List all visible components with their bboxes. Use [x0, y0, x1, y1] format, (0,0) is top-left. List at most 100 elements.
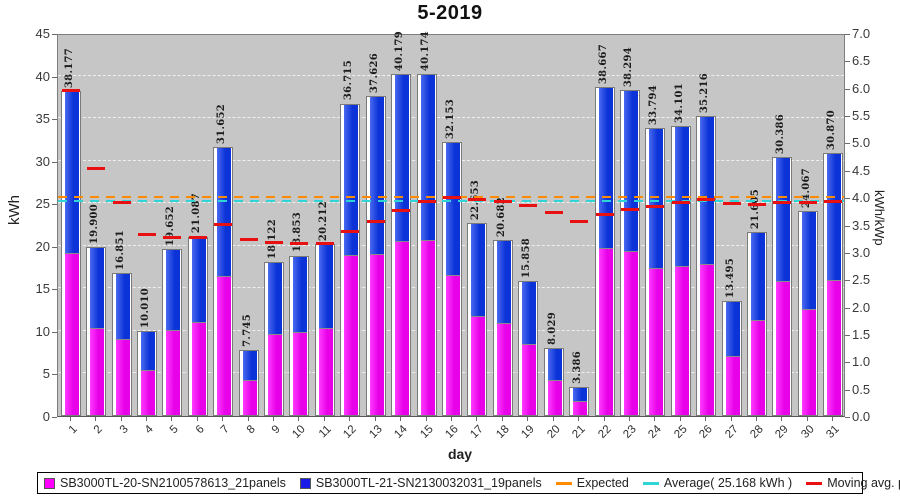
bar-segment-inverter2 — [801, 212, 816, 309]
x-tick-mark — [298, 417, 300, 421]
x-tick-label-day-31: 31 — [824, 423, 843, 441]
x-tick-label-day-6: 6 — [193, 423, 207, 437]
bar-value-label: 32.153 — [445, 99, 456, 140]
stacked-bar-day-24 — [645, 128, 666, 416]
stacked-bar-day-31 — [823, 153, 844, 416]
bar-segment-inverter2 — [751, 233, 766, 320]
moving-avg-dash — [366, 219, 385, 223]
x-tick-label-day-2: 2 — [91, 423, 105, 437]
x-tick-label-day-5: 5 — [168, 423, 182, 437]
x-tick-mark — [451, 417, 452, 421]
bar-value-label: 40.179 — [394, 30, 406, 72]
moving-avg-dash — [544, 211, 563, 215]
bar-segment-inverter2 — [649, 129, 664, 268]
legend-label-inverter2: SB3000TL-21-SN2130032031_19panels — [315, 476, 542, 490]
bar-segment-inverter2 — [446, 143, 460, 276]
moving-avg-dash — [137, 233, 156, 237]
y-tick-mark-left — [52, 204, 57, 206]
legend-line-average — [642, 481, 659, 485]
bar-segment-inverter1 — [496, 323, 511, 415]
bar-segment-inverter1 — [344, 255, 359, 415]
bar-fill — [446, 143, 460, 415]
bar-segment-inverter1 — [395, 241, 410, 415]
y-tick-label-right: 0.5 — [852, 381, 871, 397]
stacked-bar-day-1 — [60, 91, 81, 416]
bar-segment-inverter2 — [318, 244, 333, 329]
bar-segment-inverter1 — [751, 319, 766, 415]
bar-value-label: 38.667 — [597, 43, 609, 84]
moving-avg-dash — [773, 201, 792, 205]
stacked-bar-day-28 — [747, 232, 768, 416]
bar-segment-inverter1 — [318, 328, 333, 415]
x-tick-mark — [425, 417, 427, 421]
stacked-bar-day-10 — [289, 255, 310, 416]
bar-fill — [547, 348, 562, 415]
bar-segment-inverter1 — [598, 248, 613, 415]
x-tick-label-day-27: 27 — [722, 423, 741, 441]
bar-value-label: 33.794 — [648, 85, 660, 126]
moving-avg-dash — [697, 198, 716, 202]
moving-avg-dash — [112, 201, 131, 205]
bar-fill — [242, 351, 257, 415]
bar-value-label: 40.174 — [419, 31, 431, 72]
y-tick-label-right: 7.0 — [852, 26, 871, 41]
moving-avg-dash — [239, 238, 258, 242]
x-tick-mark — [806, 417, 808, 421]
moving-avg-dash — [188, 235, 207, 239]
y-tick-mark-left — [52, 119, 57, 121]
y-tick-label-left: 35 — [35, 111, 50, 127]
y-tick-label-right: 3.0 — [852, 244, 871, 260]
x-tick-mark — [222, 417, 224, 421]
legend-item-inverter2: SB3000TL-21-SN2130032031_19panels — [299, 476, 542, 490]
bar-fill — [623, 91, 638, 415]
y-tick-label-right: 1.0 — [852, 354, 871, 370]
bar-fill — [369, 96, 384, 415]
bar-fill — [191, 237, 206, 415]
bar-segment-inverter2 — [471, 224, 486, 317]
moving-avg-dash — [87, 166, 106, 170]
stacked-bar-day-21 — [569, 387, 590, 416]
y-tick-mark-right — [845, 417, 850, 418]
moving-avg-dash — [468, 197, 487, 201]
x-tick-label-day-22: 22 — [595, 423, 614, 441]
bar-segment-inverter2 — [242, 351, 257, 381]
bar-value-label: 20.212 — [317, 200, 329, 241]
bar-segment-inverter1 — [776, 281, 791, 415]
x-tick-label-day-21: 21 — [570, 423, 588, 441]
y-tick-mark-right — [845, 362, 850, 364]
x-tick-label-day-10: 10 — [290, 423, 309, 441]
x-tick-mark — [69, 417, 71, 421]
stacked-bar-day-25 — [670, 125, 691, 416]
x-tick-mark — [400, 417, 402, 421]
y-tick-label-right: 2.5 — [852, 272, 871, 288]
x-tick-mark — [247, 417, 249, 421]
bar-value-label: 19.900 — [89, 203, 101, 244]
moving-avg-dash — [265, 240, 284, 244]
legend-label-average: Average( 25.168 kWh ) — [663, 476, 793, 490]
bar-segment-inverter2 — [623, 91, 638, 251]
bar-segment-inverter2 — [573, 388, 588, 401]
stacked-bar-day-30 — [797, 211, 818, 416]
bar-segment-inverter2 — [369, 96, 384, 255]
bar-segment-inverter2 — [90, 247, 105, 329]
bar-value-label: 21.605 — [750, 189, 762, 230]
bar-value-label: 38.177 — [63, 48, 75, 89]
bar-fill — [522, 282, 537, 415]
moving-avg-dash — [620, 208, 639, 212]
bar-segment-inverter1 — [115, 339, 130, 415]
moving-avg-dash — [443, 196, 461, 200]
x-tick-mark — [501, 417, 503, 421]
bar-segment-inverter1 — [827, 279, 842, 415]
bar-segment-inverter1 — [674, 266, 689, 415]
moving-avg-dash — [341, 230, 360, 234]
bar-value-label: 37.626 — [368, 52, 380, 93]
x-tick-mark — [476, 417, 478, 421]
x-tick-label-day-3: 3 — [117, 423, 131, 437]
bar-segment-inverter2 — [344, 104, 359, 255]
bar-fill — [420, 75, 435, 415]
bar-segment-inverter1 — [140, 369, 155, 415]
moving-avg-dash — [163, 235, 182, 239]
x-tick-mark — [145, 417, 147, 421]
moving-avg-dash — [798, 201, 817, 205]
y-axis-label-right: kWh/kWp — [872, 190, 887, 246]
